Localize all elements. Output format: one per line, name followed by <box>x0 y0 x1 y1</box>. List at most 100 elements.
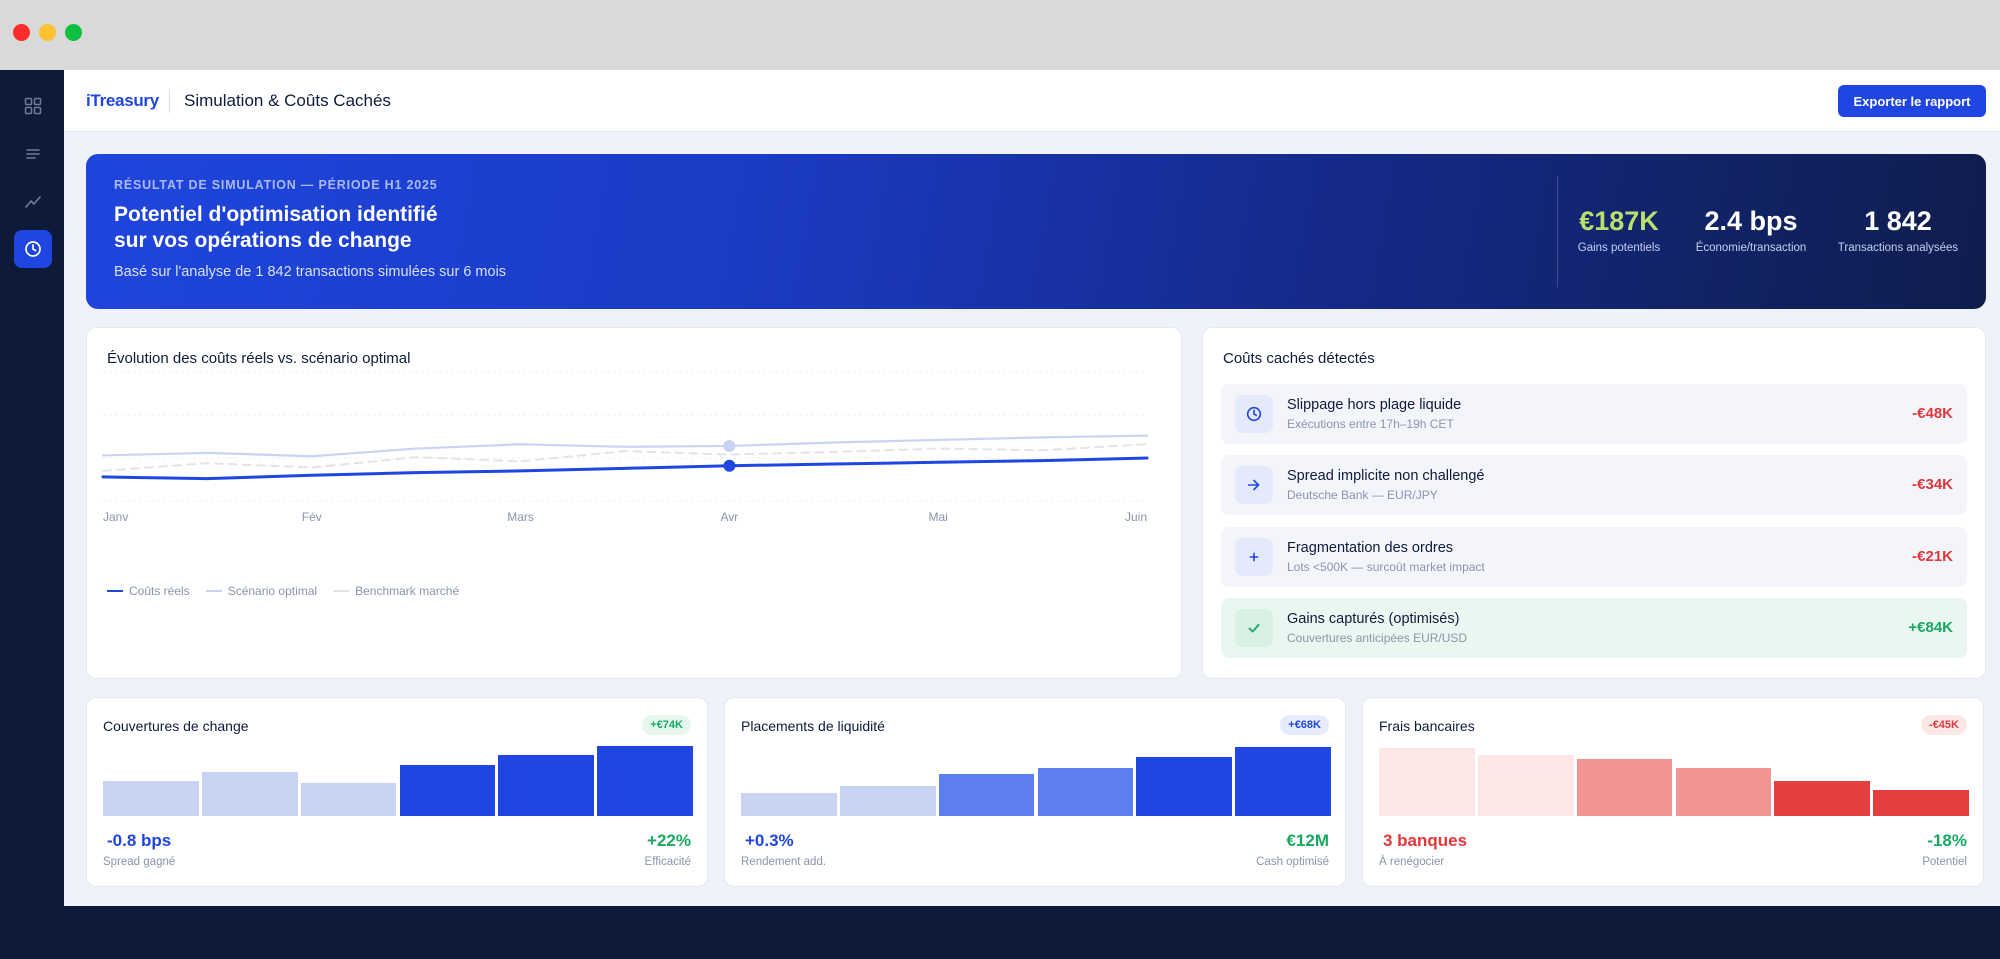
series-line-1 <box>101 434 1149 458</box>
kpi-bar <box>1675 767 1772 816</box>
kpi-bar <box>1774 781 1871 816</box>
stat-label: Transactions analysées <box>1837 242 1959 254</box>
kpi-bar <box>938 774 1035 816</box>
x-tick-label: Janv <box>103 510 128 524</box>
cost-value: -€34K <box>1912 476 1953 493</box>
cost-item-slippage[interactable]: Slippage hors plage liquide Exécutions e… <box>1221 384 1967 444</box>
stat-label: Gains potentiels <box>1577 242 1661 254</box>
hero-title-line-1: Potentiel d'optimisation identifié <box>114 203 438 226</box>
kpi-badge: -€45K <box>1921 715 1967 735</box>
kpi-left-value: 3 banques <box>1383 831 1468 850</box>
arrow-right-icon <box>1247 479 1260 491</box>
cost-name: Fragmentation des ordres <box>1287 540 1454 556</box>
cost-name: Spread implicite non challengé <box>1287 468 1485 484</box>
series-line-0 <box>101 456 1149 481</box>
list-icon <box>26 149 40 159</box>
kpi-left-value: -0.8 bps <box>107 831 172 850</box>
cost-description: Couvertures anticipées EUR/USD <box>1287 631 1468 645</box>
window-minimize-button[interactable] <box>39 24 56 41</box>
stat-savings-per-transaction: 2.4 bps Économie/transaction <box>1691 206 1811 254</box>
kpi-bar <box>839 785 936 816</box>
hidden-costs-card: Coûts cachés détectés Slippage hors plag… <box>1202 327 1986 679</box>
kpi-badge: +€68K <box>1280 715 1329 735</box>
app-main: iTreasury Simulation & Coûts Cachés Expo… <box>64 70 2000 906</box>
kpi-bar <box>741 792 837 816</box>
legend-swatch <box>205 590 222 592</box>
highlight-point-1 <box>723 439 736 452</box>
kpi-bar <box>1873 790 1969 816</box>
kpi-left-label: À renégocier <box>1379 856 1445 868</box>
kpi-right-label: Cash optimisé <box>1256 856 1329 868</box>
sidebar-item-list[interactable] <box>14 135 52 173</box>
kpi-bar <box>1235 746 1331 816</box>
top-bar: iTreasury Simulation & Coûts Cachés Expo… <box>64 70 2000 132</box>
sidebar-item-dashboard[interactable] <box>14 87 52 125</box>
page-title: Simulation & Coûts Cachés <box>184 91 391 110</box>
kpi-title: Frais bancaires <box>1379 718 1475 734</box>
cost-item-captured-gains[interactable]: Gains capturés (optimisés) Couvertures a… <box>1221 598 1967 658</box>
x-tick-label: Juin <box>1125 510 1147 524</box>
legend-item: Benchmark marché <box>333 584 459 598</box>
kpi-badge: +€74K <box>642 715 691 735</box>
chart-legend: Coûts réels Scénario optimal Benchmark mar… <box>107 584 459 598</box>
kpi-bar <box>498 755 595 816</box>
header-divider <box>169 89 170 113</box>
simulation-summary-banner: RÉSULTAT DE SIMULATION — PÉRIODE H1 2025… <box>86 154 1986 309</box>
window-titlebar <box>0 0 2000 70</box>
stat-transactions-analyzed: 1 842 Transactions analysées <box>1836 206 1960 254</box>
plus-icon <box>1249 552 1259 562</box>
kpi-bar <box>1379 748 1475 816</box>
window-close-button[interactable] <box>13 24 30 41</box>
kpi-card-fx-hedging[interactable]: Couvertures de change +€74K -0.8 bps Spr… <box>86 697 708 887</box>
kpi-bar <box>1136 756 1233 816</box>
evolution-chart-card: Évolution des coûts réels vs. scénario o… <box>86 327 1182 679</box>
export-report-button[interactable]: Exporter le rapport <box>1838 85 1986 117</box>
stat-potential-gains: €187K Gains potentiels <box>1576 206 1662 254</box>
cost-icon-wrap <box>1235 466 1273 504</box>
cost-description: Lots <500K — surcoût market impact <box>1287 560 1485 574</box>
kpi-card-bank-fees[interactable]: Frais bancaires -€45K 3 banques À renégo… <box>1362 697 1984 887</box>
hero-subtitle: Basé sur l'analyse de 1 842 transactions… <box>114 264 507 280</box>
cost-value: +€84K <box>1908 619 1953 636</box>
series-line-2 <box>102 443 1148 472</box>
cost-item-implicit-spread[interactable]: Spread implicite non challengé Deutsche … <box>1221 455 1967 515</box>
legend-item: Scénario optimal <box>205 584 317 598</box>
stat-label: Économie/transaction <box>1695 242 1807 254</box>
kpi-bar-chart <box>103 746 693 816</box>
kpi-bar <box>300 783 397 816</box>
kpi-bar <box>103 781 199 816</box>
kpi-card-liquidity[interactable]: Placements de liquidité +€68K +0.3% Rend… <box>724 697 1346 887</box>
kpi-bar <box>201 771 298 816</box>
window-maximize-button[interactable] <box>65 24 82 41</box>
cost-description: Deutsche Bank — EUR/JPY <box>1287 488 1438 502</box>
brand-logo[interactable]: iTreasury <box>86 91 159 110</box>
check-icon <box>1248 623 1260 633</box>
grid-icon <box>24 97 42 115</box>
kpi-bar <box>399 764 496 816</box>
sidebar-item-simulation[interactable] <box>14 230 52 268</box>
cost-icon-wrap <box>1235 609 1273 647</box>
kpi-bar <box>1576 758 1673 816</box>
hero-kicker: RÉSULTAT DE SIMULATION — PÉRIODE H1 2025 <box>114 178 438 192</box>
hidden-costs-title: Coûts cachés détectés <box>1223 350 1375 367</box>
cost-item-order-fragmentation[interactable]: Fragmentation des ordres Lots <500K — su… <box>1221 527 1967 587</box>
legend-label: Benchmark marché <box>355 584 460 598</box>
kpi-right-value: +22% <box>647 831 691 850</box>
clock-icon <box>25 241 41 257</box>
kpi-right-value: €12M <box>1286 831 1329 850</box>
clock-icon <box>1246 406 1262 422</box>
sidebar <box>0 70 64 959</box>
cost-icon-wrap <box>1235 395 1273 433</box>
legend-swatch <box>333 590 350 592</box>
kpi-left-value: +0.3% <box>745 831 794 850</box>
stat-value: 1 842 <box>1864 206 1932 236</box>
kpi-right-label: Efficacité <box>644 856 691 868</box>
highlight-point-0 <box>723 459 736 472</box>
kpi-left-label: Spread gagné <box>103 856 176 868</box>
hero-divider <box>1557 176 1558 287</box>
sidebar-item-analytics[interactable] <box>14 183 52 221</box>
x-tick-label: Mars <box>507 510 534 524</box>
kpi-right-label: Potentiel <box>1922 856 1967 868</box>
kpi-title: Placements de liquidité <box>741 718 885 734</box>
cost-name: Slippage hors plage liquide <box>1287 397 1462 413</box>
